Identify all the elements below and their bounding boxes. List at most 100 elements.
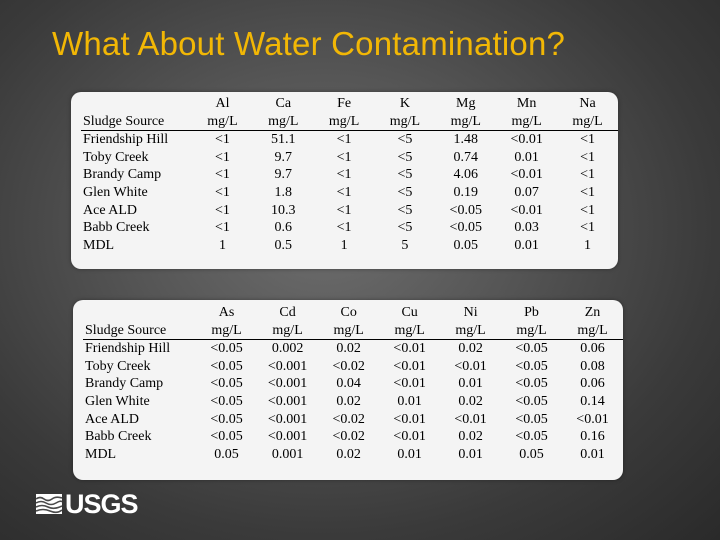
table-cell: 0.02: [458, 393, 483, 409]
table-cell: <1: [336, 220, 352, 236]
table-cell: 0.02: [458, 341, 483, 357]
table-cell: 0.01: [514, 149, 539, 165]
table-cell: <5: [397, 202, 413, 218]
table-cell: <1: [336, 132, 352, 148]
row-label: Brandy Camp: [85, 376, 164, 392]
table-cell: <0.05: [515, 393, 548, 409]
column-header: mg/L: [557, 112, 618, 132]
table-body: Friendship Hill <0.05 0.002 0.02 <0.01 0.02 <0…: [83, 340, 623, 464]
column-header: mg/L: [257, 321, 319, 341]
row-label: Toby Creek: [85, 358, 151, 374]
column-header: mg/L: [374, 112, 436, 132]
table-cell: <0.05: [210, 358, 243, 374]
table-cell: 0.07: [514, 184, 539, 200]
table-cell: 1: [584, 237, 592, 253]
table-cell: <0.05: [449, 202, 482, 218]
table-cell: 1: [340, 237, 348, 253]
table-cell: 0.02: [458, 429, 483, 445]
table-cell: <5: [397, 149, 413, 165]
column-header: Al: [215, 96, 230, 111]
column-header: Cd: [279, 305, 296, 320]
table-cell: <1: [215, 167, 230, 183]
column-header: Pb: [524, 305, 539, 320]
metals-table-panel-2: As Cd Co Cu Ni Pb Zn Sludge Source mg/L mg/L mg/L m…: [73, 300, 623, 480]
table-cell: 9.7: [274, 167, 293, 183]
table-cell: 0.05: [214, 446, 239, 462]
column-header: Zn: [584, 305, 601, 320]
column-header: mg/L: [440, 321, 502, 341]
column-header: K: [399, 96, 410, 111]
table-cell: 0.06: [580, 341, 605, 357]
table-cell: <0.01: [393, 429, 426, 445]
table-cell: <0.05: [515, 411, 548, 427]
table-cell: <0.02: [332, 411, 365, 427]
table-cell: <1: [215, 184, 230, 200]
table-cell: <1: [580, 220, 595, 236]
table-cell: <0.05: [515, 358, 548, 374]
table-cell: 0.002: [271, 341, 304, 357]
column-header: Cu: [401, 305, 418, 320]
column-header: mg/L: [318, 321, 380, 341]
column-header: mg/L: [501, 321, 563, 341]
column-header: mg/L: [562, 321, 623, 341]
table-cell: <1: [336, 184, 352, 200]
table-cell: <0.01: [510, 167, 543, 183]
table-cell: 1.48: [453, 132, 479, 148]
table-row: Babb Creek <0.05 <0.001 <0.02 <0.01 0.02 <0.05…: [83, 428, 623, 446]
table-cell: 0.6: [274, 220, 293, 236]
table-cell: <1: [215, 149, 230, 165]
table-row: Toby Creek <0.05 <0.001 <0.02 <0.01 <0.01 <0.0…: [83, 358, 623, 376]
table-row: MDL 1 0.5 1 5 0.05 0.01 1: [81, 237, 618, 255]
table-row: Friendship Hill <0.05 0.002 0.02 <0.01 0.02 <0…: [83, 340, 623, 358]
table-cell: 4.06: [453, 167, 479, 183]
header-row: Al Ca Fe K Mg Mn Na: [81, 95, 618, 113]
table-cell: <0.01: [454, 411, 487, 427]
table-cell: <0.01: [393, 376, 426, 392]
table-row: Glen White <1 1.8 <1 <5 0.19 0.07 <1: [81, 184, 618, 202]
table-cell: <5: [397, 220, 413, 236]
column-header: mg/L: [196, 321, 257, 341]
table-cell: 0.001: [271, 446, 304, 462]
row-label: Friendship Hill: [85, 341, 171, 357]
table-cell: 0.16: [580, 429, 605, 445]
table-cell: <0.02: [332, 429, 365, 445]
table-cell: <0.05: [515, 429, 548, 445]
table-cell: 0.03: [514, 220, 539, 236]
table-row: Glen White <0.05 <0.001 0.02 0.01 0.02 <0.05 0.…: [83, 393, 623, 411]
table-cell: <0.05: [515, 376, 548, 392]
table-row: Brandy Camp <1 9.7 <1 <5 4.06 <0.01 <1: [81, 166, 618, 184]
row-label: Glen White: [85, 393, 150, 409]
row-label: Babb Creek: [85, 429, 152, 445]
table-cell: <0.05: [449, 220, 482, 236]
header-row: Sludge Source mg/L mg/L mg/L mg/L mg/L mg/L mg/…: [83, 321, 623, 341]
column-header-source: Sludge Source: [81, 112, 193, 132]
metals-table-panel-1: Al Ca Fe K Mg Mn Na Sludge Source mg/L mg/L mg/L mg…: [71, 92, 618, 269]
usgs-logo-text: USGS: [65, 489, 139, 519]
table-cell: <0.05: [210, 341, 243, 357]
table-cell: 0.05: [453, 237, 479, 253]
table-cell: 0.08: [580, 358, 605, 374]
table-cell: <0.05: [210, 393, 243, 409]
table-cell: 1: [218, 237, 226, 253]
column-header: mg/L: [192, 112, 253, 132]
table-cell: <1: [580, 184, 595, 200]
table-cell: 0.01: [580, 446, 605, 462]
table-cell: <0.05: [210, 376, 243, 392]
row-label: Brandy Camp: [83, 167, 162, 183]
table-cell: <1: [580, 149, 595, 165]
column-header: Fe: [337, 96, 352, 111]
row-label: Ace ALD: [85, 411, 140, 427]
table-row: Friendship Hill <1 51.1 <1 <5 1.48 <0.01 <1: [81, 131, 618, 149]
table-cell: 5: [401, 237, 409, 253]
table-cell: <5: [397, 132, 413, 148]
table-cell: <0.001: [267, 393, 308, 409]
table-body: Friendship Hill <1 51.1 <1 <5 1.48 <0.01 <1 Toby…: [81, 131, 618, 255]
table-cell: <0.05: [210, 429, 243, 445]
column-header: Na: [579, 96, 596, 111]
table-cell: <0.01: [393, 411, 426, 427]
table-row: Babb Creek <1 0.6 <1 <5 <0.05 0.03 <1: [81, 219, 618, 237]
table-row: Ace ALD <1 10.3 <1 <5 <0.05 <0.01 <1: [81, 202, 618, 220]
table-cell: <5: [397, 184, 413, 200]
table-cell: <0.05: [210, 411, 243, 427]
table-cell: <1: [215, 220, 230, 236]
